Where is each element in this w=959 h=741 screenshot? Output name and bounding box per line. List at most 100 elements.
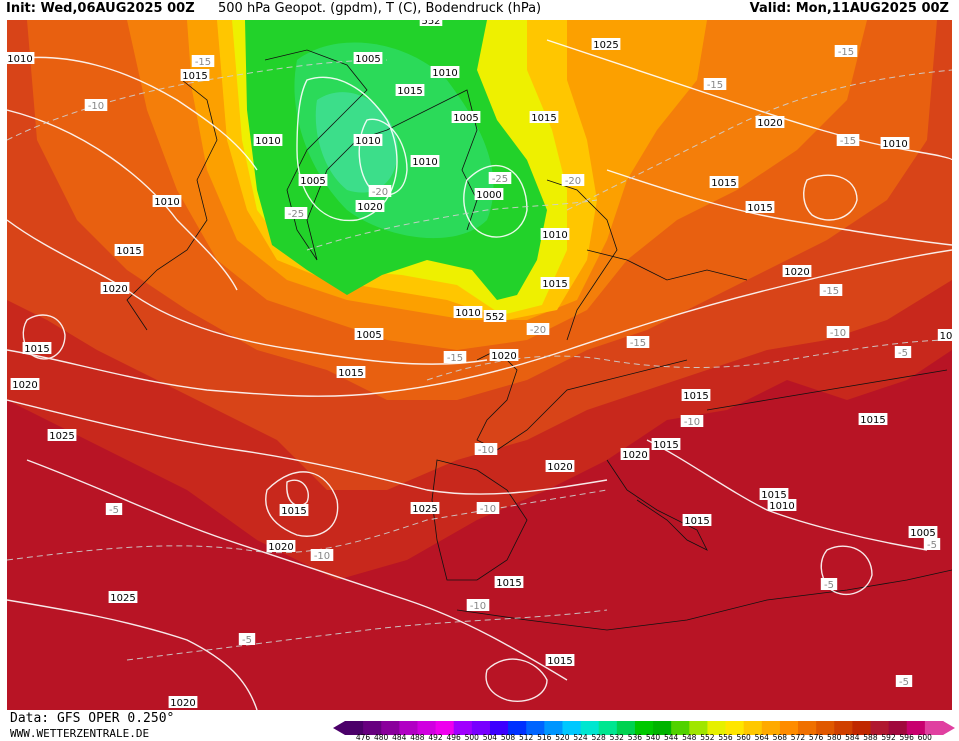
pressure-label-box [410,502,440,514]
colorbar-level-label: 476 [356,733,371,741]
colorbar-level-label: 536 [628,733,643,741]
pressure-label-text: 1015 [496,578,521,589]
pressure-label-box [279,504,309,516]
map-title: 500 hPa Geopot. (gpdm), T (C), Bodendruc… [218,1,542,16]
colorbar-level-label: 496 [447,733,462,741]
temperature-label-box [895,675,913,687]
temperature-label: -5 [820,578,838,591]
pressure-label: 1015 [180,69,210,82]
pressure-label-text: 1020 [12,380,37,391]
temperature-label-text: -5 [898,348,908,359]
pressure-label: 1015 [545,654,575,667]
colorbar-swatch [580,721,600,735]
colorbar-level-label: 484 [392,733,407,741]
pressure-label: 1020 [782,265,812,278]
temperature-label-box [820,578,838,590]
pressure-label-text: 1010 [432,68,457,79]
pressure-label: 1010 [152,195,182,208]
temperature-label-box [476,502,500,514]
pressure-label: 1020 [755,116,785,129]
pressure-label-text: 1015 [747,203,772,214]
pressure-label-text: 1015 [338,368,363,379]
colorbar-swatch [562,721,582,735]
temperature-label-box [680,415,704,427]
colorbar-swatch [852,721,872,735]
colorbar-level-label: 544 [664,733,679,741]
colorbar-level-label: 480 [374,733,389,741]
pressure-label: 1005 [354,328,384,341]
temperature-label-text: -15 [823,286,839,297]
temperature-label-box [923,538,941,550]
temperature-label-box [105,503,123,515]
colorbar-swatch [779,721,799,735]
pressure-label: 1010 [7,52,35,65]
pressure-label: 1025 [47,429,77,442]
colorbar-swatch [471,721,491,735]
colorbar-swatch [453,721,473,735]
weather-map[interactable]: 1010 1015 1010 1005 1010 1015 1005 1010 1010 1005… [7,20,952,710]
pressure-label-text: 1015 [547,656,572,667]
colorbar-swatch [345,721,364,735]
temperature-label-text: -10 [830,328,846,339]
colorbar-level-label: 520 [555,733,570,741]
pressure-label-box [908,526,938,538]
temperature-label: -20 [561,174,585,187]
data-source: Data: GFS OPER 0.250° [10,711,175,726]
temperature-label: -5 [923,538,941,551]
pressure-label-box [353,52,383,64]
colorbar-level-label: 528 [591,733,606,741]
temperature-label-text: -10 [88,101,104,112]
temperature-label: -5 [105,503,123,516]
pressure-label-text: 1005 [300,176,325,187]
colorbar-swatch [381,721,400,735]
pressure-label: 1000 [474,188,504,201]
colorbar-level-label: 488 [410,733,425,741]
pressure-label: 1015 [529,111,559,124]
pressure-label: 1020 [489,349,519,362]
pressure-label-text: 1015 [542,279,567,290]
pressure-label-box [410,155,440,167]
pressure-label-text: 1010 [542,230,567,241]
pressure-label-box [529,111,559,123]
pressure-label-box [354,328,384,340]
pressure-label-box [620,448,650,460]
temperature-label-box [561,174,585,186]
colorbar-swatch [435,721,455,735]
temperature-label-box [819,284,843,296]
pressure-label-box [474,188,504,200]
pressure-label: 1020 [545,460,575,473]
pressure-label: 1015 [759,488,789,501]
geopotential-label-box [419,20,443,26]
geopotential-label-text: 552 [421,20,440,27]
colorbar-level-label: 588 [863,733,878,741]
pressure-label: 1020 [10,378,40,391]
temperature-label-text: -10 [314,551,330,562]
colorbar-level-label: 512 [519,733,534,741]
colorbar-level-label: 592 [881,733,896,741]
pressure-label-text: 1015 [684,516,709,527]
colorbar-swatch [653,721,672,735]
colorbar-level-label: 584 [845,733,860,741]
temperature-label-box [488,172,512,184]
pressure-label-text: 1010 [7,54,32,65]
temperature-label-text: -15 [195,57,211,68]
temperature-label-box [443,351,467,363]
init-time: Init: Wed,06AUG2025 00Z [6,1,195,16]
temperature-label-box [466,599,490,611]
pressure-label-text: 1020 [357,202,382,213]
temperature-label-box [284,207,308,219]
temperature-label: -20 [368,185,392,198]
temperature-label-text: -10 [684,417,700,428]
temperature-label-box [894,346,912,358]
temperature-label: -15 [703,78,727,91]
pressure-label-box [10,378,40,390]
pressure-label-box [451,111,481,123]
temperature-label-text: -5 [899,677,909,688]
colorbar-swatch [725,721,745,735]
pressure-label: 1025 [410,502,440,515]
colorbar-swatch [798,721,817,735]
pressure-label-text: 1010 [882,139,907,150]
pressure-label-text: 1015 [397,86,422,97]
colorbar-swatch [544,721,563,735]
pressure-label: 1010 [253,134,283,147]
